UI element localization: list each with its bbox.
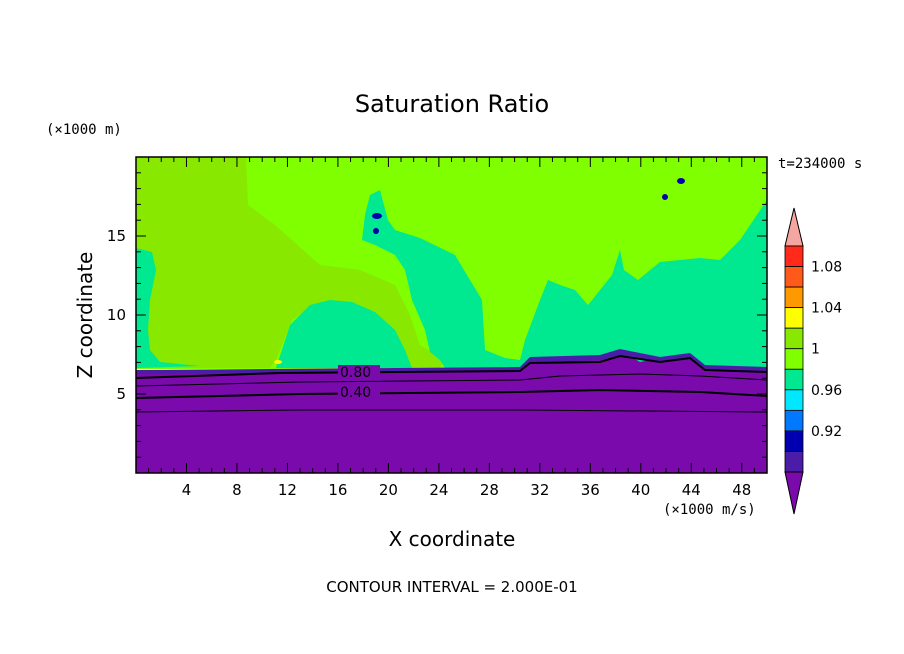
x-tick-label: 8: [232, 481, 242, 499]
colorbar-tick-label: 1.04: [811, 301, 842, 317]
field-seagreen-left: [136, 248, 200, 368]
contour-line-0.20: [135, 409, 768, 413]
field-seagreen-mid: [276, 300, 412, 368]
x-tick-label: 40: [631, 481, 650, 499]
colorbar-swatch: [784, 327, 804, 350]
colorbar-tick-label: 0.96: [811, 383, 842, 399]
colorbar-swatch: [784, 348, 804, 370]
colorbar-swatch: [784, 368, 804, 391]
chart-title: Saturation Ratio: [355, 90, 549, 118]
field-purple: [136, 350, 767, 473]
colorbar-swatch: [784, 245, 804, 267]
contour-field: [135, 157, 768, 473]
x-axis-title: X coordinate: [389, 527, 516, 551]
colorbar-tick-label: 1: [811, 342, 820, 358]
contour-label-080: 0.80: [340, 365, 371, 381]
x-axis: 4 8 12 16 20 24 28 32 36 40 44 48: [148, 157, 755, 499]
colorbar-arrow-top: [784, 207, 804, 247]
colorbar-tick-label: 1.08: [811, 260, 842, 276]
x-tick-label: 16: [328, 481, 347, 499]
x-tick-label: 48: [732, 481, 751, 499]
contour-label-040: 0.40: [340, 385, 371, 401]
x-tick-label: 4: [182, 481, 192, 499]
y-unit-label: (×1000 m): [46, 122, 122, 138]
colorbar-swatch: [784, 409, 804, 432]
colorbar-swatch: [784, 451, 804, 473]
x-tick-label: 32: [530, 481, 549, 499]
y-axis: 5 10 15: [107, 172, 767, 458]
y-tick-label: 15: [107, 227, 126, 245]
contour-interval-label: CONTOUR INTERVAL = 2.000E-01: [326, 578, 577, 596]
x-tick-label: 36: [581, 481, 600, 499]
x-tick-label: 20: [379, 481, 398, 499]
field-seagreen-right: [362, 157, 767, 368]
x-tick-label: 28: [480, 481, 499, 499]
blue-spot: [373, 228, 379, 234]
blue-spot: [372, 213, 382, 219]
colorbar-swatch: [784, 286, 804, 309]
colorbar-tick-label: 0.92: [811, 424, 842, 440]
x-tick-label: 12: [278, 481, 297, 499]
field-darkpurple-band: [136, 349, 767, 374]
contour-line-0.60: [135, 373, 768, 387]
time-label: t=234000 s: [778, 156, 862, 172]
x-unit-label: (×1000 m/s): [663, 502, 756, 518]
contour-line-0.80: [135, 354, 768, 379]
colorbar-swatch: [784, 389, 804, 411]
y-tick-label: 10: [107, 306, 126, 324]
yellow-spot: [274, 360, 282, 364]
blue-spot: [677, 178, 685, 184]
contour-line-0.40: [135, 388, 768, 399]
x-tick-label: 24: [429, 481, 448, 499]
y-tick-label: 5: [116, 385, 126, 403]
blue-spot: [662, 194, 668, 200]
colorbar-swatch: [784, 430, 804, 452]
colorbar-swatch: [784, 307, 804, 329]
y-axis-title: Z coordinate: [73, 252, 97, 379]
colorbar: 1.08 1.04 1 0.96 0.92: [784, 207, 842, 515]
colorbar-swatch: [784, 266, 804, 288]
colorbar-arrow-bottom: [784, 471, 804, 515]
x-tick-label: 44: [682, 481, 701, 499]
